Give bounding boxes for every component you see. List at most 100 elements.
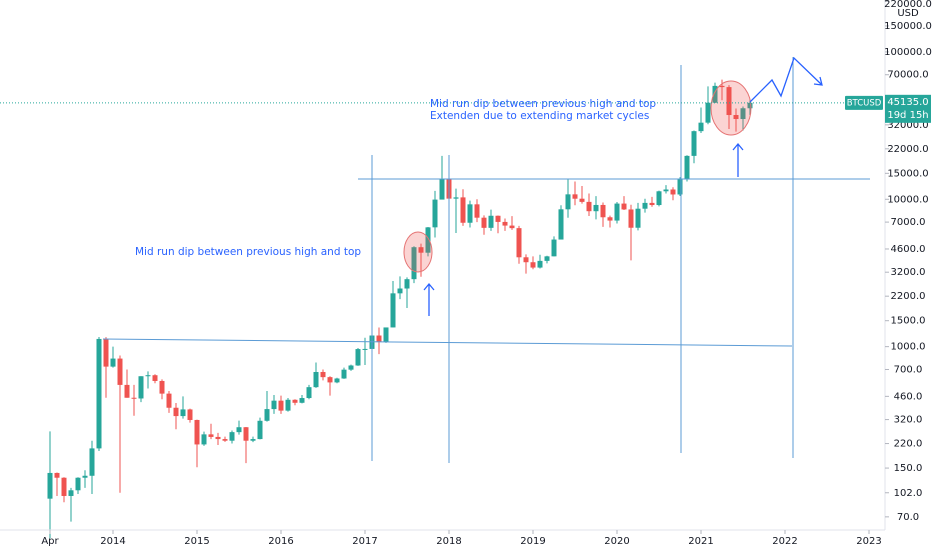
highlight — [403, 231, 433, 273]
candle-body — [481, 217, 487, 228]
last-price: 45135.0 — [887, 97, 928, 108]
candle-body — [222, 439, 228, 441]
y-tick-label: 7000.0 — [891, 217, 926, 228]
candle-body — [299, 398, 305, 403]
candle-body — [327, 377, 333, 383]
candle-body — [292, 399, 298, 403]
candle-body — [642, 202, 648, 209]
candle-body — [439, 178, 445, 200]
candle-body — [677, 178, 683, 195]
candle-body — [82, 475, 88, 478]
candle-body — [397, 288, 403, 294]
candle-body — [747, 102, 753, 109]
y-tick-label: 102.0 — [894, 488, 923, 499]
candle-body — [628, 209, 634, 228]
candle-body — [47, 472, 53, 499]
candle-body — [530, 262, 536, 268]
candle-body — [453, 197, 459, 199]
candle-body — [551, 239, 557, 257]
trend-line — [102, 338, 793, 347]
candle-body — [383, 327, 389, 342]
candle-body — [586, 201, 592, 212]
y-tick-label: 15000.0 — [887, 168, 928, 179]
price-badge — [885, 94, 931, 123]
candle-body — [705, 102, 711, 123]
y-tick-label: 3200.0 — [891, 267, 926, 278]
candle-body — [502, 221, 508, 226]
candle-body — [131, 397, 137, 399]
candle-body — [355, 349, 361, 366]
candle-body — [698, 122, 704, 132]
candle-body — [544, 256, 550, 261]
candle-body — [180, 409, 186, 417]
y-tick-label: 700.0 — [894, 364, 923, 375]
countdown: 19d 15h — [887, 110, 928, 121]
candle-body — [733, 115, 739, 120]
candle-body — [250, 439, 256, 441]
candle-body — [467, 204, 473, 223]
candle-body — [313, 371, 319, 388]
x-tick-label: 2022 — [772, 536, 797, 547]
candle-body — [306, 387, 312, 399]
candle-body — [537, 260, 543, 268]
candle-body — [488, 215, 494, 228]
candle-body — [243, 427, 249, 441]
candle-body — [404, 279, 410, 289]
candle-body — [229, 432, 235, 441]
candle-body — [740, 108, 746, 120]
annotation: Mid run dip between previous high and to… — [135, 246, 361, 258]
candle-body — [558, 209, 564, 240]
y-tick-label: 100000.0 — [884, 47, 932, 58]
candle-body — [411, 247, 417, 280]
candle-body — [656, 191, 662, 206]
candle-body — [649, 202, 655, 206]
candle-body — [278, 400, 284, 411]
candle-body — [726, 87, 732, 116]
candle-body — [264, 409, 270, 421]
y-tick-label: 320.0 — [894, 415, 923, 426]
candle-body — [334, 378, 340, 383]
candle-body — [474, 204, 480, 218]
candle-body — [208, 434, 214, 437]
y-tick-label: 220000.0 — [884, 0, 932, 10]
x-tick-label: 2015 — [184, 536, 209, 547]
annotation: Mid run dip between previous high and to… — [430, 98, 656, 110]
candle-body — [663, 189, 669, 192]
candle-body — [418, 247, 424, 253]
arrow — [423, 282, 435, 316]
candle-body — [565, 194, 571, 210]
candle-body — [152, 375, 158, 381]
currency-label: USD — [897, 8, 919, 19]
y-tick-label: 460.0 — [894, 391, 923, 402]
candle-body — [271, 400, 277, 410]
candle-body — [607, 217, 613, 221]
candle-body — [89, 448, 95, 476]
y-tick-label: 150000.0 — [884, 21, 932, 32]
candle-body — [572, 194, 578, 199]
y-tick-label: 70000.0 — [887, 70, 928, 81]
candle-body — [166, 393, 172, 408]
candle-body — [579, 198, 585, 202]
candle-body — [201, 434, 207, 445]
candle-body — [124, 384, 130, 398]
candle-body — [75, 477, 81, 491]
candle-body — [600, 204, 606, 218]
candle-body — [635, 208, 641, 228]
y-tick-label: 2200.0 — [891, 291, 926, 302]
y-tick-label: 32000.0 — [887, 120, 928, 131]
candle-body — [495, 215, 501, 222]
candle-body — [117, 358, 123, 385]
plot — [47, 79, 753, 539]
candle-body — [145, 375, 151, 377]
candle-body — [187, 409, 193, 420]
symbol-badge — [845, 95, 883, 110]
candle-body — [376, 335, 382, 342]
candle-body — [159, 380, 165, 394]
candle-body — [194, 419, 200, 445]
candle-body — [320, 371, 326, 378]
candle-body — [341, 369, 347, 379]
x-tick-label: 2018 — [436, 536, 461, 547]
x-tick-label: Apr — [41, 536, 59, 547]
candle-body — [61, 477, 67, 496]
